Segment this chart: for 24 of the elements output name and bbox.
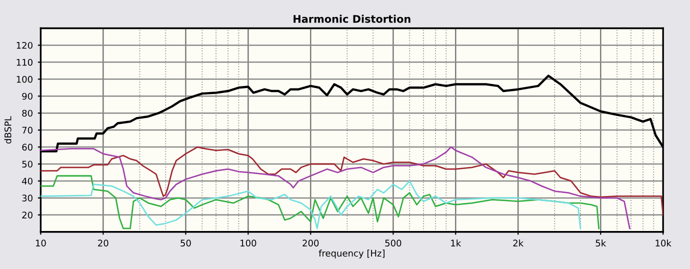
y-tick-label: 40 [22, 178, 32, 185]
y-tick-label: 20 [22, 212, 32, 218]
x-tick-label: 2k [513, 240, 524, 246]
x-tick-label: 5k [596, 240, 606, 247]
x-tick-label: 500 [385, 240, 402, 247]
y-tick-label: 110 [16, 58, 32, 66]
x-tick-label: 200 [302, 240, 319, 247]
x-tick-label: 50 [180, 240, 191, 247]
x-tick-label: 20 [98, 240, 108, 247]
y-tick-label: 50 [22, 160, 32, 168]
x-tick-label: 10 [36, 240, 46, 247]
y-tick-label: 30 [22, 194, 32, 202]
y-tick-label: 60 [22, 144, 32, 151]
y-tick-label: 80 [22, 110, 32, 117]
y-tick-label: 100 [16, 76, 32, 83]
y-axis-title: dBSPL [4, 116, 12, 144]
y-tick-label: 70 [22, 126, 32, 134]
y-tick-label: 120 [16, 42, 32, 49]
y-tick-label: 90 [22, 92, 32, 100]
x-axis-title: frequency [Hz] [318, 250, 384, 258]
x-tick-label: 1k [451, 240, 462, 246]
x-tick-label: 100 [240, 240, 256, 247]
chart-title: Harmonic Distortion [294, 14, 410, 23]
x-tick-label: 10k [656, 240, 672, 247]
